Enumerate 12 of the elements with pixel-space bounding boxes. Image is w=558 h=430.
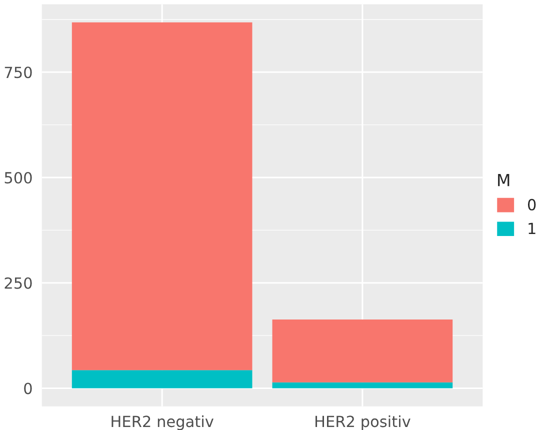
- bar: [272, 382, 453, 388]
- legend-title: M: [498, 174, 510, 186]
- legend-label: 1: [528, 222, 536, 234]
- bar: [72, 370, 252, 388]
- x-tick-label: HER2 positiv: [316, 415, 410, 430]
- x-tick-label: HER2 negativ: [112, 415, 214, 430]
- bar: [272, 320, 453, 382]
- y-tick-label: 250: [4, 277, 32, 289]
- legend-label: 0: [528, 198, 536, 210]
- y-tick-label: 750: [4, 66, 32, 78]
- y-tick-label: 500: [4, 172, 32, 184]
- y-tick-label: 0: [24, 382, 32, 394]
